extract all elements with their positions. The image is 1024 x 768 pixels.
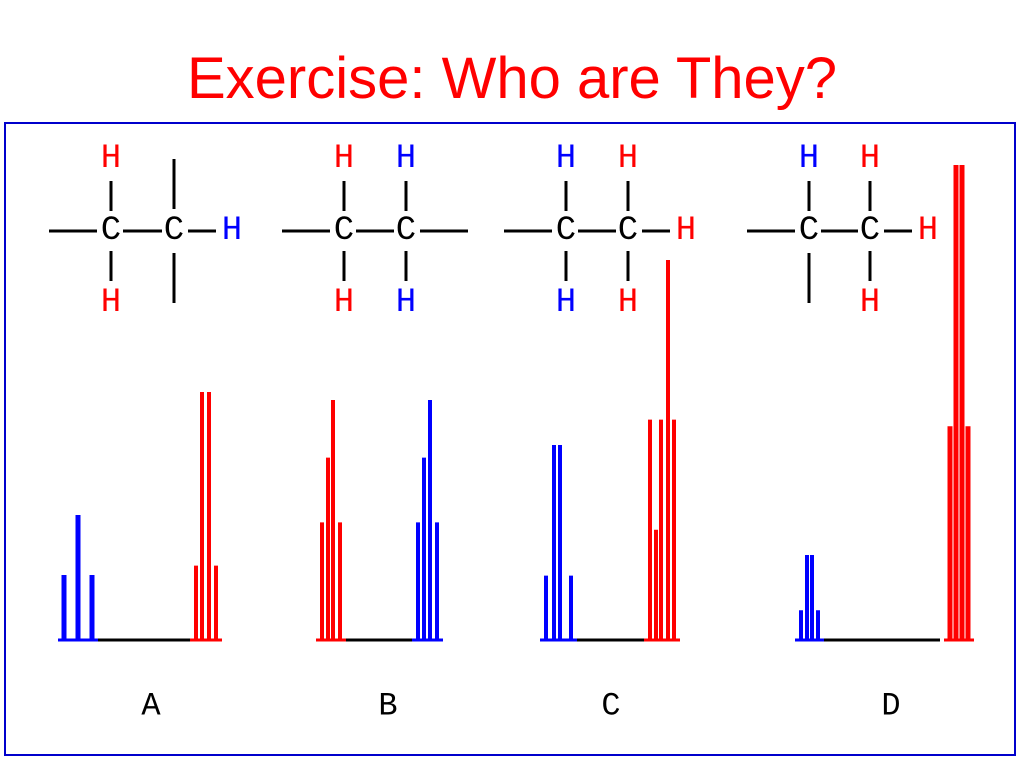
hydrogen-atom: H: [860, 284, 880, 322]
panel-label-b: B: [378, 688, 397, 725]
carbon-atom: C: [860, 212, 880, 250]
hydrogen-atom: H: [860, 140, 880, 178]
carbon-atom: C: [799, 212, 819, 250]
hydrogen-atom: H: [618, 284, 638, 322]
hydrogen-atom: H: [101, 284, 121, 322]
hydrogen-atom: H: [101, 140, 121, 178]
slide-title: Exercise: Who are They?: [186, 46, 838, 111]
multiplet-blue: [540, 445, 577, 642]
hydrogen-atom: H: [222, 212, 242, 250]
multiplet-red: [316, 400, 346, 642]
carbon-atom: C: [556, 212, 576, 250]
multiplet-red: [190, 392, 222, 642]
panel-label-c: C: [601, 688, 620, 725]
hydrogen-atom: H: [396, 284, 416, 322]
panel-label-a: A: [141, 688, 161, 725]
panel-labels: A B C D: [141, 688, 900, 725]
nmr-spectra: [58, 165, 974, 642]
spectrum-d: [795, 165, 974, 642]
multiplet-blue: [412, 400, 443, 642]
carbon-atom: C: [618, 212, 638, 250]
hydrogen-atom: H: [334, 284, 354, 322]
multiplet-red: [944, 165, 974, 642]
hydrogen-atom: H: [334, 140, 354, 178]
hydrogen-atom: H: [556, 284, 576, 322]
spectrum-c: [540, 260, 680, 642]
hydrogen-atom: H: [799, 140, 819, 178]
hydrogen-atom: H: [918, 212, 938, 250]
hydrogen-atom: H: [618, 140, 638, 178]
hydrogen-atom: H: [556, 140, 576, 178]
carbon-atom: C: [101, 212, 121, 250]
carbon-atom: C: [396, 212, 416, 250]
multiplet-blue: [58, 515, 98, 642]
molecule-d: C CH HHH: [747, 140, 938, 322]
spectrum-b: [316, 400, 443, 642]
hydrogen-atom: H: [396, 140, 416, 178]
carbon-atom: C: [164, 212, 184, 250]
multiplet-blue: [795, 555, 824, 642]
carbon-atom: C: [334, 212, 354, 250]
spectrum-a: [58, 392, 222, 642]
panel-label-d: D: [881, 688, 900, 725]
multiplet-red: [644, 260, 680, 642]
hydrogen-atom: H: [676, 212, 696, 250]
